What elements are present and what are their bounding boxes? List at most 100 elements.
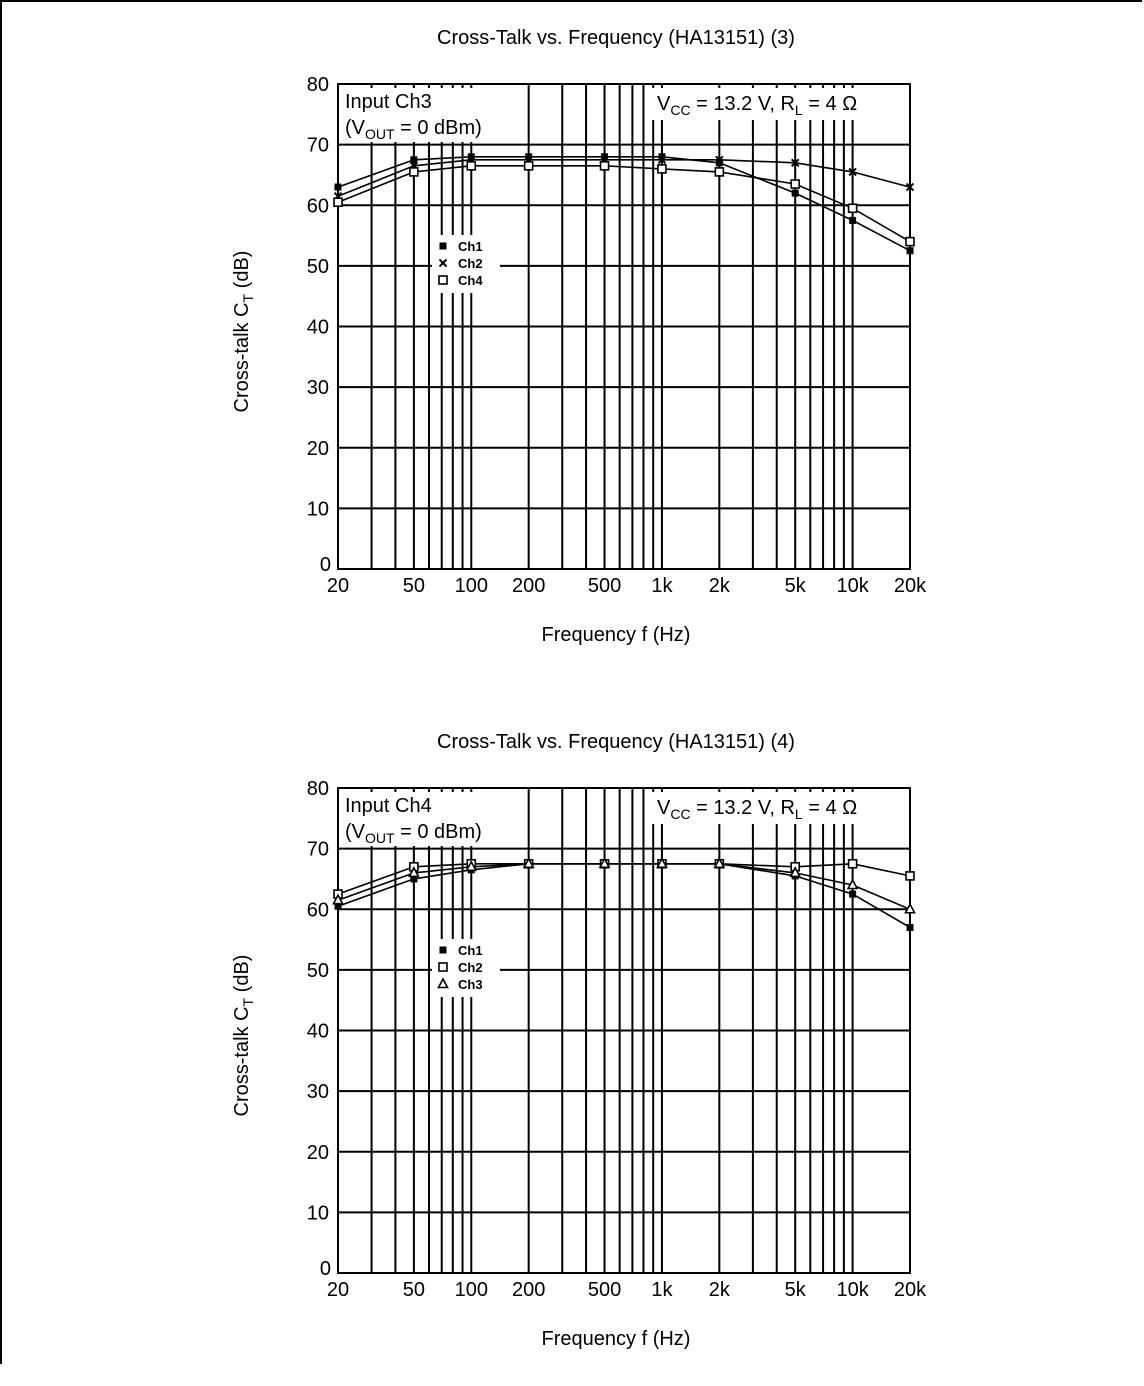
y-tick-label: 50 bbox=[307, 960, 329, 982]
series-ch3 bbox=[332, 857, 916, 914]
x-tick-label: 10k bbox=[836, 575, 869, 597]
y-tick-label: 20 bbox=[307, 438, 329, 460]
data-point bbox=[849, 216, 857, 224]
y-axis-label-subscript: T bbox=[240, 997, 256, 1006]
x-tick-label: 1k bbox=[651, 575, 673, 597]
plot-frame bbox=[337, 83, 911, 570]
x-tick-label: 100 bbox=[455, 575, 488, 597]
data-point bbox=[714, 167, 725, 177]
data-point bbox=[467, 153, 475, 161]
x-tick-label: 200 bbox=[512, 1279, 545, 1301]
data-point bbox=[906, 923, 914, 931]
conditions-annotation-bg bbox=[652, 792, 907, 824]
series-line bbox=[337, 863, 911, 911]
x-tick-label: 20 bbox=[327, 1279, 349, 1301]
data-point bbox=[715, 155, 724, 164]
vcc-symbol: V bbox=[657, 93, 671, 115]
data-point bbox=[410, 156, 418, 164]
data-point bbox=[523, 161, 534, 171]
series-ch4 bbox=[333, 161, 915, 247]
y-tick-label: 30 bbox=[307, 377, 329, 399]
vcc-subscript: CC bbox=[670, 102, 690, 118]
y-tick-label: 60 bbox=[307, 899, 329, 921]
data-point bbox=[408, 866, 420, 878]
data-point bbox=[847, 858, 858, 869]
x-tick-label: 20k bbox=[894, 575, 927, 597]
data-point bbox=[848, 167, 857, 177]
series-ch1 bbox=[334, 860, 914, 931]
y-axis-label-subscript: T bbox=[240, 293, 256, 302]
data-point bbox=[847, 203, 858, 214]
data-point bbox=[599, 161, 610, 171]
series-line bbox=[337, 165, 911, 243]
x-tick-label: 500 bbox=[588, 575, 621, 597]
grid bbox=[338, 84, 910, 569]
vcc-symbol: V bbox=[657, 797, 671, 819]
y-tick-label: 60 bbox=[307, 195, 329, 217]
grid bbox=[338, 788, 910, 1273]
data-point bbox=[846, 878, 859, 890]
data-point bbox=[789, 866, 802, 878]
data-point bbox=[439, 242, 447, 250]
input-annotation-bg bbox=[341, 792, 516, 846]
x-tick-label: 200 bbox=[512, 575, 545, 597]
data-point bbox=[522, 857, 535, 869]
x-tick-label: 500 bbox=[588, 1279, 621, 1301]
x-axis-label: Frequency f (Hz) bbox=[542, 1328, 691, 1350]
output-level-prefix: (V bbox=[345, 821, 366, 843]
vcc-value: = 13.2 V, R bbox=[691, 93, 795, 115]
data-point bbox=[334, 902, 342, 910]
x-tick-label: 1k bbox=[651, 1279, 673, 1301]
x-tick-label: 10k bbox=[836, 1279, 869, 1301]
data-point bbox=[713, 857, 726, 869]
y-axis-label-unit: (dB) bbox=[231, 251, 253, 294]
data-point bbox=[904, 902, 916, 914]
crosstalk-chart-3: Cross-Talk vs. Frequency (HA13151) (3) In… bbox=[231, 27, 927, 646]
data-point bbox=[657, 164, 667, 174]
series-ch2 bbox=[333, 155, 915, 201]
x-tick-label: 20k bbox=[894, 1279, 927, 1301]
data-point bbox=[598, 857, 611, 869]
data-point bbox=[657, 155, 667, 164]
y-tick-label: 80 bbox=[307, 778, 329, 800]
data-point bbox=[409, 167, 419, 177]
data-point bbox=[906, 247, 914, 255]
y-tick-label: 10 bbox=[307, 498, 329, 520]
data-point bbox=[439, 946, 447, 954]
y-tick-label: 10 bbox=[307, 1202, 329, 1224]
rl-subscript: L bbox=[795, 806, 803, 822]
data-point bbox=[656, 857, 668, 869]
output-level-subscript: OUT bbox=[365, 830, 395, 846]
output-level-label: (VOUT = 0 dBm) bbox=[345, 117, 482, 142]
chart-title: Cross-Talk vs. Frequency (HA13151) (3) bbox=[437, 27, 795, 49]
data-point bbox=[465, 860, 478, 872]
input-annotation-bg bbox=[341, 88, 516, 142]
data-point bbox=[332, 893, 344, 905]
y-tick-label: 20 bbox=[307, 1142, 329, 1164]
y-tick-label: 70 bbox=[307, 839, 329, 861]
y-axis-label-unit: (dB) bbox=[231, 955, 253, 998]
legend: Ch1 Ch2 Ch3 bbox=[432, 939, 500, 997]
rl-value: = 4 Ω bbox=[803, 93, 857, 115]
y-tick-label: 70 bbox=[307, 135, 329, 157]
legend-entry-ch3: Ch3 bbox=[458, 977, 483, 992]
data-point bbox=[905, 871, 915, 881]
legend-entry-ch1: Ch1 bbox=[458, 239, 483, 254]
data-point bbox=[466, 161, 477, 171]
x-tick-label: 5k bbox=[785, 1279, 807, 1301]
x-tick-label: 20 bbox=[327, 575, 349, 597]
series-line bbox=[337, 863, 911, 929]
data-point bbox=[905, 236, 915, 247]
y-tick-label: 0 bbox=[320, 554, 331, 576]
input-channel-label: Input Ch3 bbox=[345, 91, 432, 113]
y-axis-label: Cross-talk CT (dB) bbox=[231, 955, 256, 1117]
data-point bbox=[334, 183, 342, 191]
data-point bbox=[658, 153, 666, 161]
vcc-subscript: CC bbox=[670, 806, 690, 822]
y-axis-label-text: Cross-talk C bbox=[231, 1006, 253, 1116]
x-tick-label: 2k bbox=[709, 1279, 731, 1301]
rl-value: = 4 Ω bbox=[803, 797, 857, 819]
x-tick-label: 50 bbox=[403, 575, 425, 597]
rl-subscript: L bbox=[795, 102, 803, 118]
data-point bbox=[525, 153, 533, 161]
